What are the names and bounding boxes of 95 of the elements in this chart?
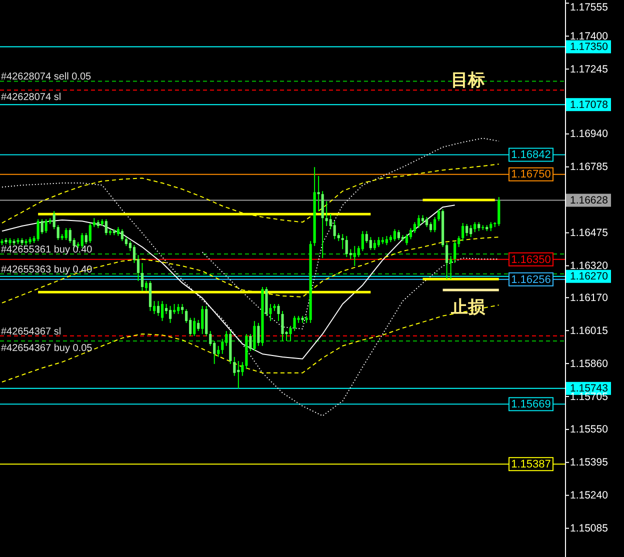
ref-line-label: 1.16350: [511, 254, 551, 266]
candlestick: [144, 280, 148, 292]
candlestick: [36, 218, 40, 242]
ref-line-label: 1.16256: [511, 274, 551, 286]
ref-line-label: 1.16842: [511, 149, 551, 162]
candlestick: [44, 218, 48, 234]
candlestick: [160, 300, 164, 322]
candlestick: [68, 228, 72, 244]
candlestick: [450, 255, 452, 280]
candlestick: [377, 236, 380, 248]
candlestick: [156, 300, 160, 316]
candlestick: [470, 224, 472, 238]
candlestick: [405, 234, 408, 246]
candlestick: [373, 240, 376, 251]
candlestick: [345, 235, 348, 258]
candlestick: [437, 208, 440, 222]
candlestick: [169, 305, 172, 324]
candlestick: [289, 325, 292, 342]
ref-line-label: 1.15387: [511, 458, 551, 470]
y-tick-label: 1.17555: [570, 1, 608, 14]
candlestick: [177, 304, 180, 315]
ref-line-label: #42655363 buy 0.40: [1, 264, 93, 276]
y-tick-label: 1.15860: [570, 358, 608, 370]
candlestick: [474, 222, 476, 233]
y-tick-label: 1.15395: [570, 456, 608, 469]
candlestick: [253, 320, 256, 352]
y-tick-label: 1.17400: [570, 30, 608, 42]
y-tick-label: 1.16628: [570, 194, 608, 207]
candlestick: [341, 234, 344, 250]
line-series: [2, 164, 500, 224]
candlestick: [353, 245, 356, 266]
candlestick: [369, 236, 372, 251]
candlestick: [433, 216, 436, 233]
candlestick: [193, 317, 196, 336]
y-tick-label: 1.16320: [570, 260, 608, 272]
candlestick: [325, 200, 328, 226]
candlestick: [164, 304, 168, 315]
candlestick: [417, 214, 420, 229]
y-tick-label: 1.16270: [570, 270, 608, 283]
candlestick: [333, 220, 336, 240]
y-tick-label: 1.15085: [570, 522, 608, 535]
ref-line-label: 1.16750: [511, 168, 551, 181]
candlestick: [277, 304, 280, 322]
y-tick-label: 1.16785: [570, 161, 608, 174]
y-tick-label: 1.16015: [570, 324, 608, 337]
y-tick-label: 1.17245: [570, 63, 608, 76]
candlestick: [88, 222, 92, 244]
line-series: [2, 182, 500, 416]
candlestick: [173, 304, 176, 315]
candlestick: [466, 224, 468, 236]
candlestick: [64, 228, 68, 241]
candlestick: [181, 304, 184, 315]
candlestick: [40, 218, 44, 235]
candlestick: [269, 304, 272, 322]
ref-line-label: #42654367 buy 0.05: [1, 343, 93, 354]
candlestick: [233, 356, 236, 376]
candlestick: [104, 218, 108, 236]
candlestick: [462, 222, 464, 242]
candlestick: [281, 310, 284, 342]
candlestick: [201, 305, 204, 334]
y-tick-label: 1.17350: [570, 41, 608, 54]
candlestick: [425, 216, 428, 228]
ref-line-label: #42655361 buy 0.40: [1, 244, 93, 256]
candlestick: [56, 224, 60, 241]
y-tick-label: 1.16940: [570, 128, 608, 140]
candlestick: [361, 230, 364, 252]
candlestick: [498, 196, 500, 226]
candlestick: [429, 222, 432, 233]
y-tick-label: 1.15240: [570, 490, 608, 502]
ref-line-label: #42628074 sl: [1, 92, 62, 104]
candlestick: [409, 228, 412, 240]
ref-line-label: #42654367 sl: [1, 326, 62, 338]
candlestick: [454, 240, 456, 264]
annotation: 目标: [451, 70, 485, 90]
candlestick: [385, 235, 388, 246]
annotation: 止损: [450, 298, 486, 318]
y-tick-label: 1.16170: [570, 292, 608, 304]
y-tick-label: 1.16475: [570, 227, 608, 240]
candlestick: [140, 262, 144, 292]
ref-line-label: #42628074 sell 0.05: [1, 72, 92, 83]
candlestick: [52, 210, 56, 230]
candlestick: [225, 330, 228, 346]
candlestick: [293, 315, 296, 332]
candlestick: [397, 230, 400, 241]
candlestick: [393, 228, 396, 242]
ref-line-label: 1.15669: [511, 398, 551, 411]
candlestick: [445, 242, 448, 280]
y-tick-label: 1.15550: [570, 424, 608, 436]
y-tick-label: 1.17078: [570, 98, 608, 111]
candlestick: [120, 228, 124, 242]
candlestick: [413, 222, 416, 234]
candlestick: [221, 338, 224, 354]
candlestick: [152, 300, 156, 315]
candlestick: [237, 360, 240, 389]
candlestick: [217, 345, 220, 358]
